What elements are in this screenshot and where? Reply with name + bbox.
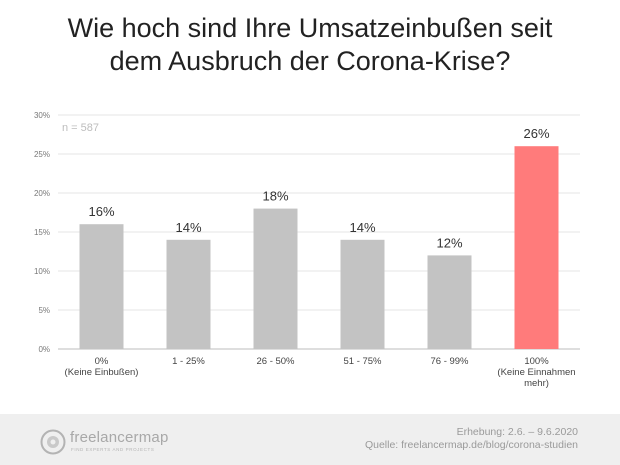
bar [340,239,385,349]
y-tick-label: 30% [34,111,50,120]
x-tick-label: (Keine Einbußen) [65,367,139,378]
logo-tagline: FIND EXPERTS AND PROJECTS [71,447,155,452]
bar [427,255,472,349]
y-tick-label: 10% [34,267,50,276]
bar-value-label: 18% [262,189,288,204]
x-tick-label: mehr) [524,378,549,389]
bar-value-label: 16% [88,204,114,219]
x-tick-label: 26 - 50% [256,356,295,367]
y-tick-label: 0% [38,345,50,354]
freelancermap-logo[interactable]: freelancermap FIND EXPERTS AND PROJECTS [40,428,180,456]
chart-title-line-1: Wie hoch sind Ihre Umsatzeinbußen seit [67,13,553,43]
x-tick-label: (Keine Einnahmen [497,367,575,378]
x-tick-label: 100% [524,356,549,367]
bar [166,239,211,349]
y-tick-label: 5% [38,306,50,315]
x-tick-label: 76 - 99% [430,356,469,367]
survey-period: Erhebung: 2.6. – 9.6.2020 [456,426,578,438]
logo-name: freelancermap [70,429,169,446]
chart-title-line-2: dem Ausbruch der Corona-Krise? [109,46,511,76]
x-tick-label: 0% [95,356,109,367]
bar-value-label: 26% [523,126,549,141]
bar-value-label: 14% [349,220,375,235]
y-tick-label: 15% [34,228,50,237]
source-note: Erhebung: 2.6. – 9.6.2020 Quelle: freela… [365,426,578,452]
y-tick-label: 25% [34,150,50,159]
bar-value-label: 12% [436,235,462,250]
logo-icon [40,429,66,455]
source-link: Quelle: freelancermap.de/blog/corona-stu… [364,439,578,451]
sample-size-note: n = 587 [62,122,99,134]
bar [79,224,124,349]
footer: freelancermap FIND EXPERTS AND PROJECTS … [0,414,620,465]
bar [514,146,559,349]
bar [253,208,298,349]
chart-title: Wie hoch sind Ihre Umsatzeinbußen seit d… [0,12,620,78]
bar-value-label: 14% [175,220,201,235]
x-tick-label: 51 - 75% [343,356,382,367]
y-tick-label: 20% [34,189,50,198]
x-tick-label: 1 - 25% [172,356,205,367]
